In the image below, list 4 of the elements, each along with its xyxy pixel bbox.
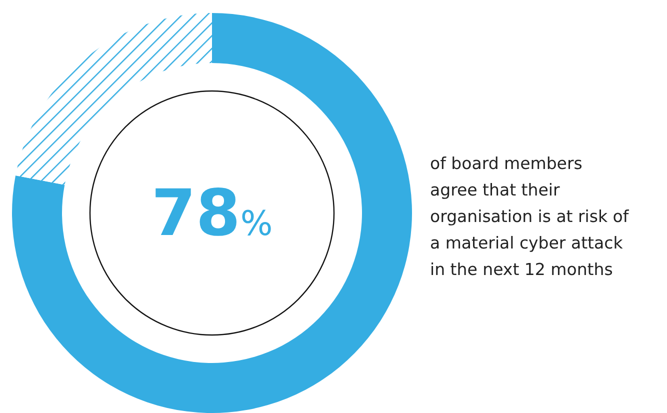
data-label: 78% xyxy=(151,177,273,251)
text: of board members agree that their organisation is at risk of a material cyber attack in the next 12 months xyxy=(430,154,630,279)
donut-slice xyxy=(16,13,212,185)
donut-slice xyxy=(12,13,412,413)
